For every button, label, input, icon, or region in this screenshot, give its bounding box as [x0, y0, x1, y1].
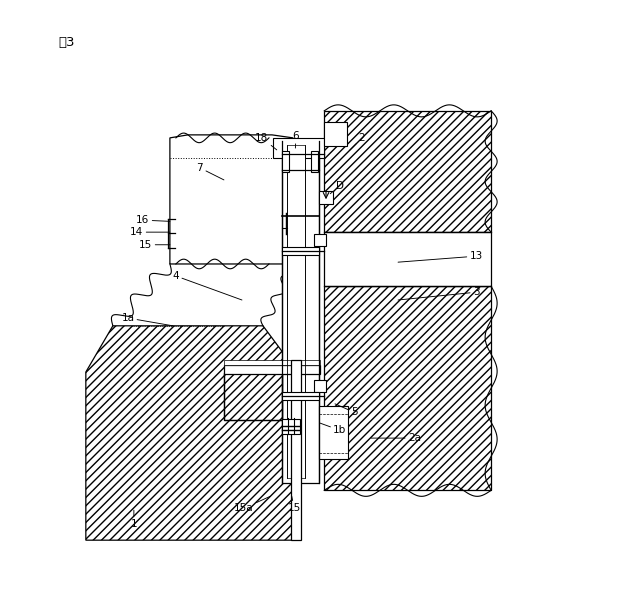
Bar: [314, 234, 326, 246]
Text: 7: 7: [197, 163, 224, 180]
Bar: [282, 151, 289, 172]
Bar: [224, 373, 282, 420]
Text: 15a: 15a: [234, 496, 270, 513]
Text: D: D: [330, 181, 344, 194]
Text: 3: 3: [398, 287, 480, 300]
Text: 16: 16: [136, 215, 170, 225]
Text: 13: 13: [398, 251, 483, 262]
Bar: [324, 122, 347, 145]
Bar: [282, 392, 320, 401]
Text: 15: 15: [139, 240, 170, 250]
Text: 図3: 図3: [59, 36, 75, 49]
Bar: [324, 111, 491, 232]
Bar: [287, 145, 305, 478]
Bar: [314, 380, 326, 392]
Text: 5: 5: [335, 404, 358, 418]
Text: 1: 1: [131, 510, 137, 529]
Bar: [290, 360, 302, 540]
Bar: [224, 360, 320, 365]
Text: 14: 14: [130, 227, 170, 237]
Text: 1b: 1b: [320, 423, 346, 435]
Text: 2a: 2a: [371, 433, 420, 443]
Bar: [282, 419, 300, 434]
Text: 1a: 1a: [121, 313, 173, 326]
Bar: [272, 139, 324, 158]
Bar: [282, 247, 320, 255]
Text: 6: 6: [293, 131, 299, 148]
Bar: [224, 365, 320, 374]
Polygon shape: [170, 135, 293, 264]
Polygon shape: [86, 326, 293, 540]
Bar: [324, 286, 491, 490]
Bar: [320, 191, 333, 204]
Text: 15: 15: [287, 496, 301, 513]
Text: 18: 18: [255, 133, 277, 150]
Bar: [320, 406, 348, 459]
Bar: [224, 373, 282, 420]
Bar: [311, 151, 318, 172]
Bar: [282, 141, 320, 483]
Bar: [324, 232, 491, 286]
Text: 4: 4: [172, 271, 242, 300]
Text: 2: 2: [350, 133, 365, 150]
